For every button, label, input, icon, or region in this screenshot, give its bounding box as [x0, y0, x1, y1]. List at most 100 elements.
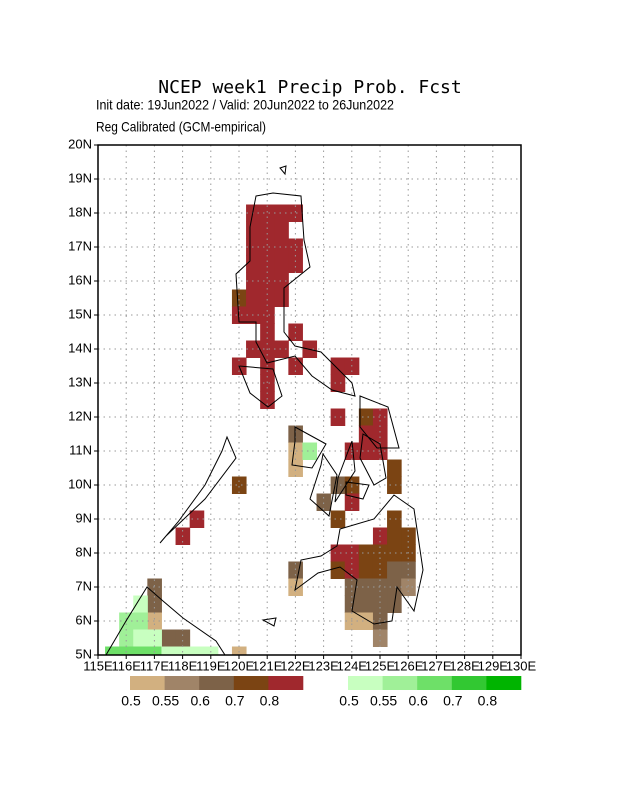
legend-swatch — [348, 676, 383, 690]
prob-cell — [147, 595, 162, 613]
y-tick-label: 8N — [75, 544, 92, 559]
y-tick-label: 13N — [68, 374, 92, 389]
legend-swatch — [451, 676, 487, 690]
coastline — [359, 433, 387, 486]
legend-label: 0.55 — [152, 693, 179, 709]
prob-cell — [288, 255, 303, 273]
prob-cell — [161, 646, 177, 655]
prob-cell — [147, 578, 162, 596]
y-tick-label: 19N — [68, 170, 92, 185]
x-tick-label: 123E — [308, 658, 339, 673]
x-tick-label: 118E — [168, 658, 198, 673]
legend-swatch — [417, 676, 453, 690]
coastlines — [105, 165, 424, 655]
prob-cell — [330, 510, 346, 528]
prob-cell — [133, 629, 148, 647]
legend-label: 0.6 — [408, 693, 428, 709]
chart-title: NCEP week1 Precip Prob. Fcst — [158, 77, 461, 98]
prob-cell — [274, 221, 289, 239]
x-tick-label: 126E — [393, 658, 424, 673]
coastline — [359, 395, 400, 449]
legend-label: 0.7 — [225, 693, 245, 709]
prob-cell — [358, 408, 374, 426]
prob-cell — [147, 646, 162, 655]
prob-cell — [372, 629, 388, 647]
legend-label: 0.5 — [121, 693, 141, 709]
prob-cell — [119, 646, 134, 655]
prob-cell — [288, 425, 303, 443]
y-tick-label: 20N — [68, 136, 92, 151]
x-tick-label: 122E — [280, 658, 311, 673]
prob-cell — [260, 306, 275, 324]
x-tick-label: 129E — [478, 658, 509, 673]
prob-cell — [387, 459, 402, 477]
prob-cell — [147, 629, 162, 647]
prob-cell — [260, 255, 275, 273]
x-tick-label: 115E — [83, 658, 113, 673]
prob-cell — [133, 646, 148, 655]
prob-cell — [387, 510, 402, 528]
legend-label: 0.5 — [339, 693, 359, 709]
prob-cell — [372, 425, 388, 443]
prob-cell — [274, 255, 289, 273]
prob-cell — [358, 595, 374, 613]
prob-cell — [274, 204, 289, 222]
prob-cell — [288, 204, 303, 222]
prob-cell — [387, 544, 402, 562]
coastline — [291, 426, 327, 469]
prob-cell — [260, 238, 275, 256]
prob-cell — [358, 612, 374, 630]
coastline — [334, 440, 356, 503]
legend-swatch — [199, 676, 235, 690]
x-tick-label: 119E — [196, 658, 226, 673]
legend-label: 0.55 — [370, 693, 397, 709]
legend-swatch — [268, 676, 304, 690]
prob-cell — [175, 629, 191, 647]
prob-cell — [288, 442, 303, 460]
prob-cell — [372, 561, 388, 579]
prob-cell — [231, 306, 247, 324]
prob-cell — [387, 476, 402, 494]
y-tick-label: 9N — [75, 510, 92, 525]
coastline — [345, 481, 370, 500]
prob-cell — [231, 476, 247, 494]
prob-cell — [260, 272, 275, 290]
prob-cell — [231, 646, 247, 655]
legend-swatch — [233, 676, 269, 690]
prob-cell — [344, 561, 360, 579]
prob-cell — [246, 255, 261, 273]
coastline — [261, 617, 277, 627]
prob-cell — [260, 221, 275, 239]
prob-cell — [358, 442, 374, 460]
y-tick-label: 10N — [68, 476, 92, 491]
y-tick-label: 18N — [68, 204, 92, 219]
y-tick-label: 5N — [75, 646, 92, 661]
y-tick-label: 11N — [69, 442, 92, 457]
coastline — [235, 192, 356, 397]
prob-cell — [330, 408, 346, 426]
legend-swatch — [164, 676, 200, 690]
x-tick-label: 116E — [111, 658, 141, 673]
prob-cell — [358, 578, 374, 596]
prob-cell — [316, 493, 332, 511]
prob-cell — [330, 357, 346, 375]
prob-cell — [119, 629, 134, 647]
prob-cell — [387, 527, 402, 545]
prob-cell — [246, 289, 261, 307]
prob-cell — [372, 578, 388, 596]
prob-cell — [189, 646, 205, 655]
y-tick-label: 12N — [68, 408, 92, 423]
x-tick-label: 127E — [421, 658, 452, 673]
legend-label: 0.7 — [443, 693, 463, 709]
y-tick-label: 14N — [68, 340, 92, 355]
prob-cell — [387, 561, 402, 579]
prob-cell — [387, 578, 402, 596]
legend-label: 0.6 — [190, 693, 210, 709]
prob-cell — [203, 646, 219, 655]
prob-cell — [133, 612, 148, 630]
prob-cell — [260, 289, 275, 307]
prob-cell — [288, 561, 303, 579]
prob-cell — [358, 544, 374, 562]
prob-cell — [401, 561, 416, 579]
y-tick-label: 16N — [68, 272, 92, 287]
